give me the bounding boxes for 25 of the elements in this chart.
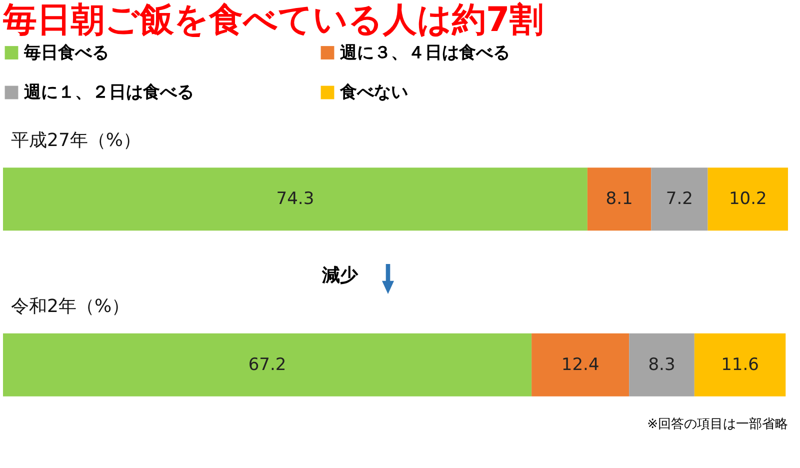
data-label: 11.6 bbox=[721, 354, 759, 375]
bar bbox=[587, 168, 652, 231]
bar bbox=[694, 333, 786, 396]
data-label: 12.4 bbox=[561, 354, 600, 375]
bar bbox=[708, 168, 788, 231]
legend-label: 食べない bbox=[339, 82, 408, 102]
bar bbox=[651, 168, 708, 231]
data-label: 74.3 bbox=[276, 189, 314, 210]
data-label: 8.1 bbox=[606, 189, 633, 210]
bar bbox=[532, 333, 630, 396]
bar bbox=[3, 333, 532, 396]
bar bbox=[629, 333, 694, 396]
data-label: 8.3 bbox=[648, 354, 676, 375]
legend-label: 週に３、４日は食べる bbox=[339, 42, 510, 63]
y-tick-label: 平成27年（%） bbox=[11, 130, 142, 152]
legend-label: 毎日食べる bbox=[23, 42, 109, 63]
y-tick-label: 令和2年（%） bbox=[11, 296, 130, 317]
data-label: 67.2 bbox=[248, 354, 286, 375]
annotation: 減少 bbox=[321, 265, 359, 286]
legend-label: 週に１、２日は食べる bbox=[23, 82, 194, 102]
data-label: 7.2 bbox=[666, 189, 693, 210]
data-label: 10.2 bbox=[728, 189, 767, 210]
chart-title: 毎日朝ご飯を食べている人は約7割 bbox=[2, 0, 544, 40]
bar bbox=[3, 168, 588, 231]
annotation: ※回答の項目は一部省略 bbox=[647, 417, 788, 432]
